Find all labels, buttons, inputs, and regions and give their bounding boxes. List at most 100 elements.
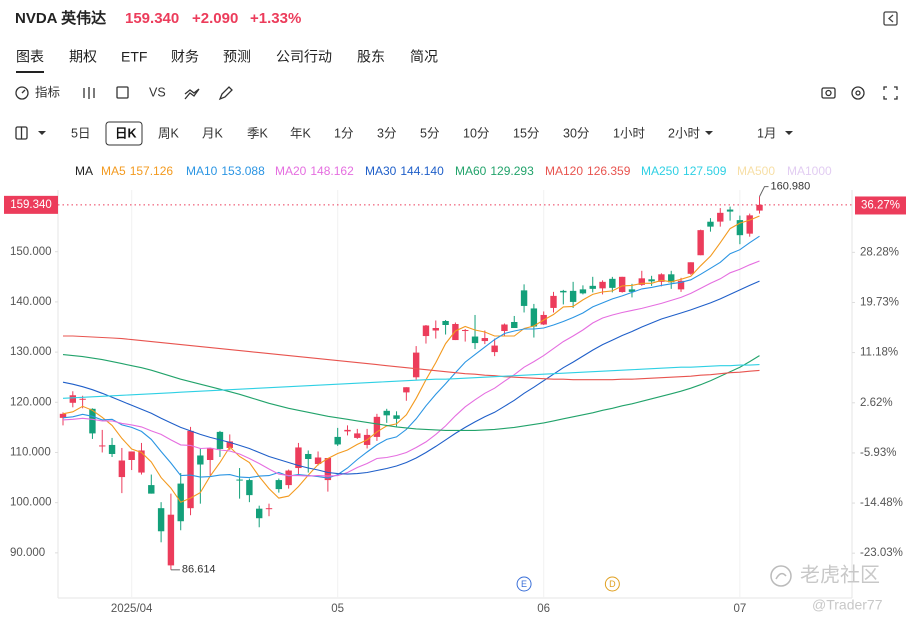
candle-body [197, 455, 204, 465]
current-pct-box [855, 196, 906, 215]
tool[interactable]: 指标 [35, 84, 60, 99]
period[interactable]: 季K [247, 126, 269, 140]
event-marker[interactable] [604, 576, 620, 592]
candle-body [118, 460, 126, 478]
current-pct-label: 36.27% [861, 200, 900, 212]
y2-tick-label: -5.93% [860, 447, 896, 459]
candle-body [569, 290, 577, 302]
candle-body [157, 508, 165, 532]
legend-name: MA5 [101, 164, 126, 178]
candle-body [481, 338, 489, 342]
candle-body [324, 457, 332, 481]
candle-body [579, 289, 587, 294]
event-label: D [609, 579, 616, 589]
change-pct: +1.33% [250, 10, 301, 27]
y-tick-label: 90.000 [10, 547, 45, 559]
period[interactable]: 月K [202, 126, 224, 140]
tab[interactable]: 股东 [357, 49, 385, 65]
period[interactable]: 15分 [513, 126, 539, 140]
candle-body [471, 336, 479, 344]
candle-body [265, 508, 273, 510]
candle-body [687, 262, 695, 274]
legend-item: MA250 127.509 [641, 164, 727, 178]
legend-name: MA10 [186, 164, 218, 178]
legend-inactive: MA1000 [787, 164, 832, 178]
y2-tick-label: -23.03% [860, 547, 903, 559]
candle-body [726, 209, 734, 212]
ma-line [62, 354, 760, 431]
ma-line [62, 215, 760, 503]
y2-tick-label: 19.73% [860, 296, 899, 308]
candle-body [79, 398, 86, 400]
tab[interactable]: 财务 [171, 49, 199, 65]
current-price-box [4, 195, 58, 214]
tab[interactable]: 公司行动 [276, 49, 332, 65]
candle-body [383, 410, 390, 416]
period[interactable]: 日K [115, 126, 137, 140]
tab[interactable]: 期权 [69, 49, 97, 65]
period[interactable]: 2小时 [668, 126, 700, 140]
tool[interactable]: VS [149, 85, 166, 99]
candle-body [550, 295, 557, 308]
candle-body [501, 324, 508, 332]
toolbar-icons [15, 86, 898, 140]
legend-value: 153.088 [221, 164, 265, 178]
legend-item: MA20 148.162 [275, 164, 354, 178]
collapse-icon[interactable] [883, 11, 898, 26]
legend-inactive: MA500 [737, 164, 775, 178]
legend-title: MA [75, 164, 93, 178]
candle-body [589, 285, 596, 289]
candle-body [697, 230, 704, 256]
tab[interactable]: ETF [121, 49, 147, 65]
candle-body [452, 323, 459, 341]
tab[interactable]: 简况 [410, 49, 438, 65]
candle-body [432, 328, 439, 331]
x-tick-label: 07 [733, 603, 746, 615]
ma-line [62, 364, 760, 399]
candle-body [412, 352, 420, 378]
candle-body [638, 278, 645, 285]
watermark: 老虎社区 [800, 563, 880, 586]
high-leader [759, 186, 769, 197]
period[interactable]: 1小时 [613, 126, 645, 140]
y-tick-label: 110.000 [10, 447, 51, 459]
ma-line [63, 335, 760, 381]
candle-body [246, 480, 253, 496]
x-tick-label: 2025/04 [111, 603, 153, 615]
tab[interactable]: 图表 [16, 49, 44, 65]
ma-line [62, 280, 760, 475]
period[interactable]: 30分 [563, 126, 589, 140]
period[interactable]: 1分 [334, 126, 353, 140]
candle-body [618, 276, 626, 293]
candle-body [305, 453, 312, 459]
legend-name: MA20 [275, 164, 307, 178]
legend-value: 127.509 [683, 164, 727, 178]
period[interactable]: 周K [158, 126, 180, 140]
candle-body [491, 345, 498, 353]
legend-name: MA120 [545, 164, 583, 178]
period[interactable]: 10分 [463, 126, 489, 140]
period[interactable]: 1月 [757, 126, 776, 140]
candle-body [756, 204, 763, 211]
y-tick-label: 100.000 [10, 497, 52, 509]
candle-body [334, 436, 341, 445]
candle-body [108, 444, 116, 454]
candle-body [344, 429, 351, 432]
y2-tick-label: 11.18% [860, 347, 898, 359]
period[interactable]: 3分 [377, 126, 396, 140]
tab[interactable]: 预测 [223, 49, 251, 65]
candle-body [668, 274, 675, 283]
y2-tick-label: 28.28% [860, 246, 899, 258]
candle-body [403, 387, 410, 393]
period[interactable]: 5分 [420, 126, 439, 140]
candle-body [187, 430, 194, 509]
event-marker[interactable] [516, 576, 532, 592]
period[interactable]: 年K [290, 126, 312, 140]
candle-body [354, 433, 361, 438]
candle-body [128, 451, 135, 460]
candle-body [148, 485, 155, 494]
legend-value: 126.359 [587, 164, 631, 178]
period[interactable]: 5日 [71, 126, 90, 140]
y-tick-label: 140.000 [10, 296, 52, 308]
